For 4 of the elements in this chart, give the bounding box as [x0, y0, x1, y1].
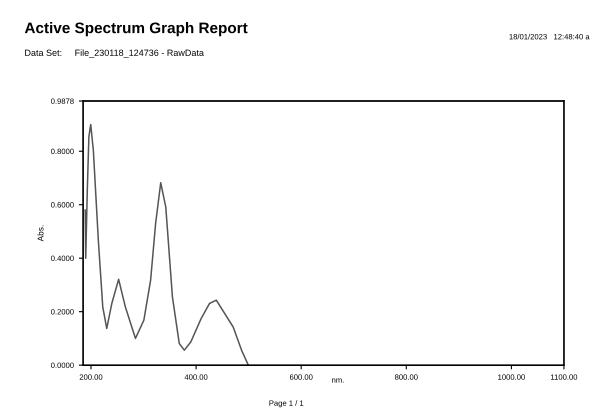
- y-axis-title: Abs.: [37, 226, 44, 242]
- line-series: [84, 124, 250, 366]
- chart-subtitle: Data Set: File_230118_124736 - RawData: [25, 49, 204, 58]
- chart-title: Active Spectrum Graph Report: [24, 22, 248, 36]
